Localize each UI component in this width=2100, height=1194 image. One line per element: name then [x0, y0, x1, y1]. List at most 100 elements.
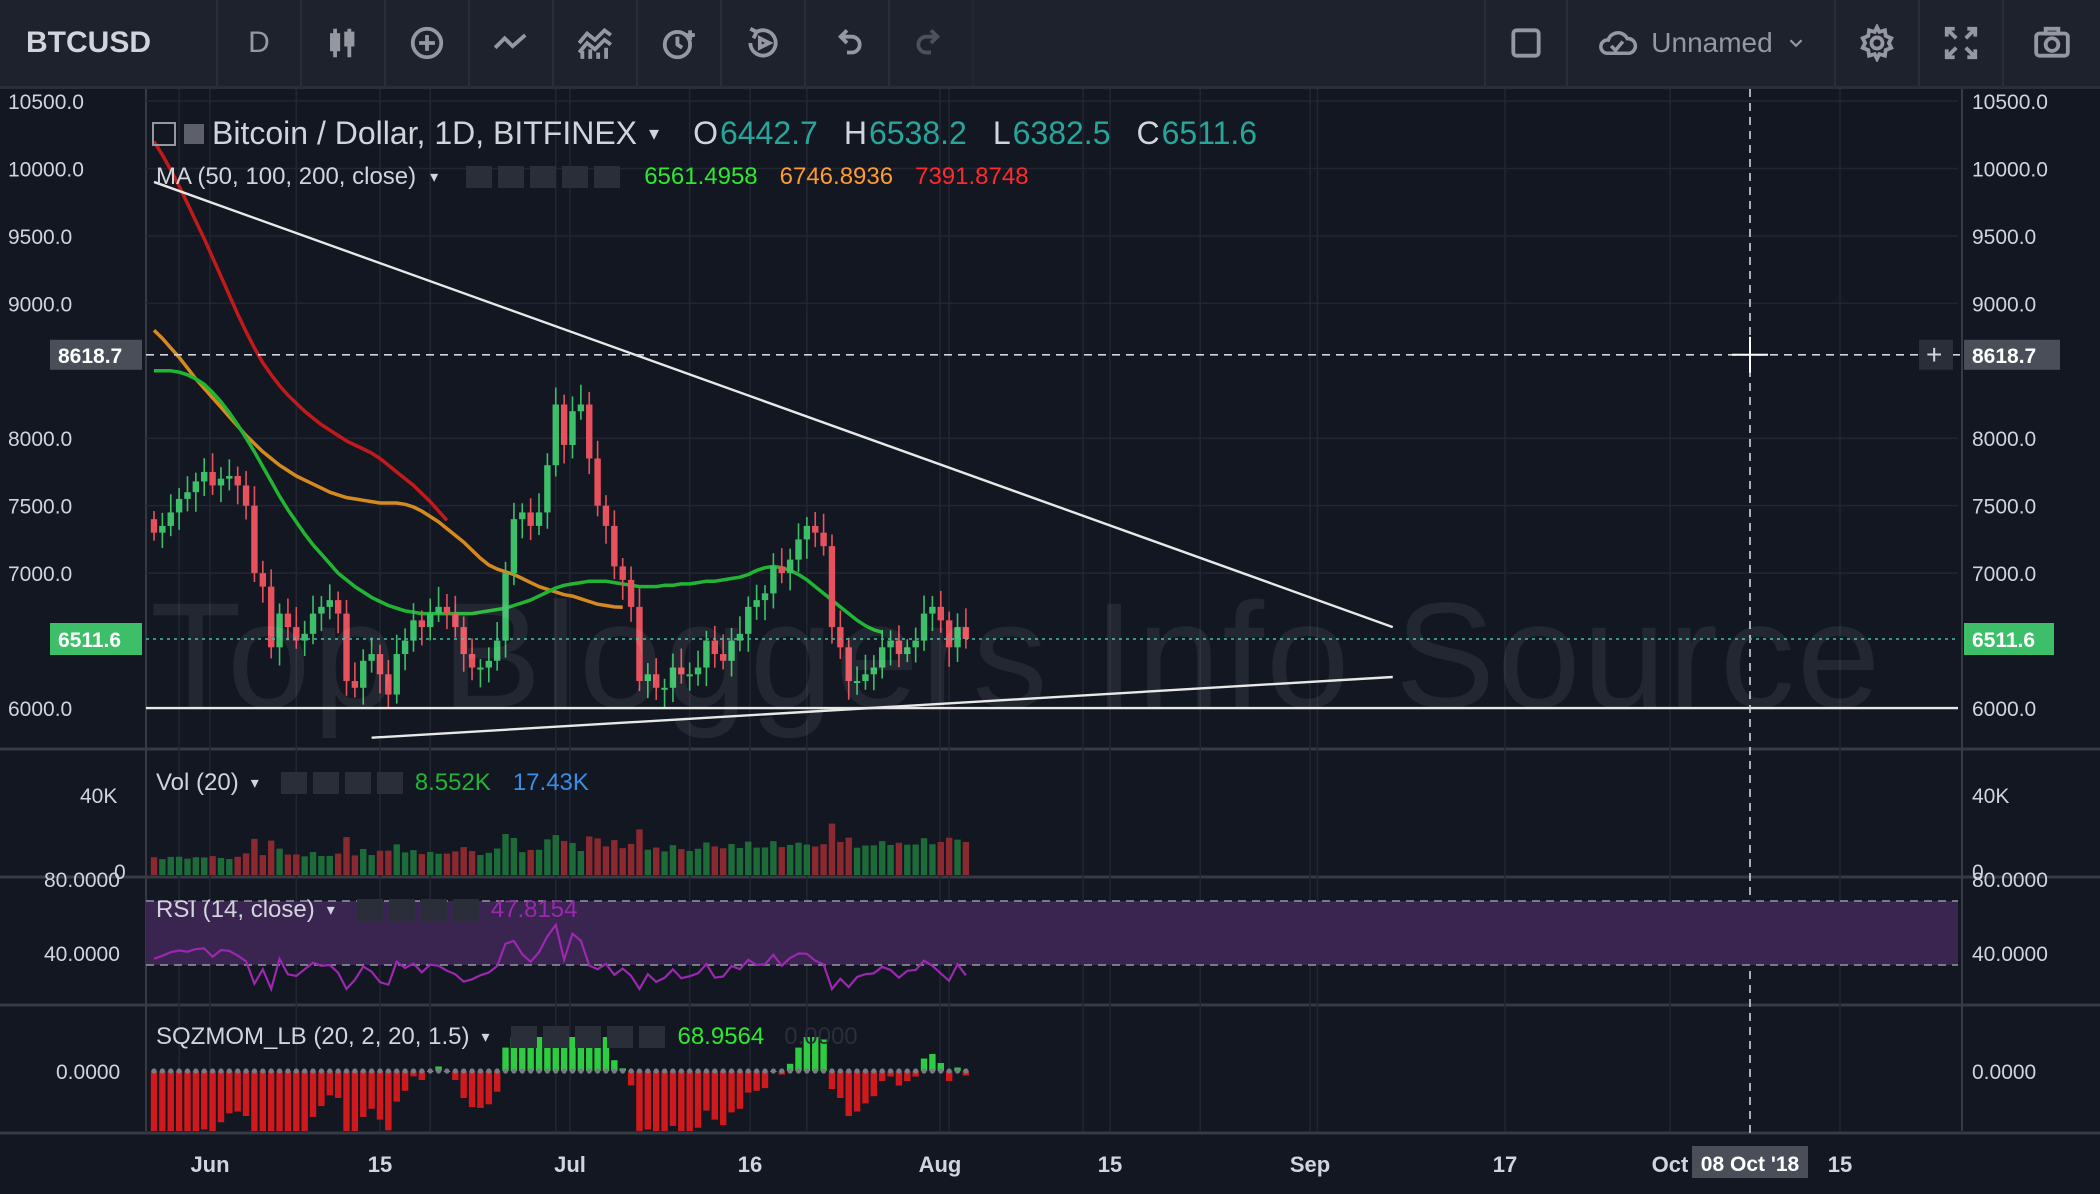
squeeze-dot — [201, 1068, 207, 1074]
symbol-search-button[interactable]: BTCUSD — [0, 0, 218, 86]
close-icon[interactable] — [639, 1026, 666, 1048]
squeeze-dot — [159, 1068, 165, 1074]
candle-body — [201, 471, 208, 482]
eye-icon[interactable] — [466, 166, 493, 188]
candle-body — [552, 404, 559, 466]
candle-body — [468, 654, 476, 668]
layout-menu-button[interactable]: Unnamed — [1568, 0, 1836, 86]
plus-icon[interactable] — [344, 772, 371, 794]
volume-bar — [393, 844, 400, 875]
ma-label[interactable]: MA (50, 100, 200, close) — [156, 163, 417, 190]
undo-icon[interactable] — [806, 0, 890, 86]
volume-label[interactable]: Vol (20) — [156, 769, 239, 796]
candle-body — [594, 458, 601, 506]
close-icon[interactable] — [594, 166, 621, 188]
source-icon[interactable] — [530, 166, 557, 188]
legend-high-value: 6538.2 — [868, 115, 967, 151]
compare-icon[interactable] — [470, 0, 554, 86]
candle-body — [209, 471, 216, 486]
squeeze-dot — [603, 1068, 609, 1074]
volume-bar — [586, 836, 593, 875]
add-indicator-icon[interactable] — [386, 0, 470, 86]
plus-icon[interactable] — [607, 1026, 634, 1048]
squeeze-bar — [535, 1037, 543, 1071]
squeeze-bar — [217, 1071, 225, 1123]
settings-icon[interactable] — [1836, 0, 1920, 86]
sqz-legend: SQZMOM_LB (20, 2, 20, 1.5) ▾ 68.9564 0.0… — [156, 1023, 858, 1051]
gear-icon[interactable] — [498, 166, 525, 188]
squeeze-bar — [686, 1071, 693, 1131]
crosshair-price-label-left-bg — [50, 339, 142, 370]
rsi-label[interactable]: RSI (14, close) — [156, 896, 315, 923]
rsi-menu-chevron-icon[interactable]: ▾ — [326, 902, 335, 919]
candle-body — [410, 620, 417, 641]
gear-icon[interactable] — [388, 899, 415, 921]
volume-bar — [502, 834, 509, 875]
volume-bar — [477, 855, 484, 875]
volume-bar — [259, 855, 267, 875]
plus-icon[interactable] — [562, 166, 589, 188]
sqz-menu-chevron-icon[interactable]: ▾ — [481, 1029, 490, 1046]
collapse-icon[interactable] — [152, 121, 176, 146]
gear-icon[interactable] — [543, 1026, 570, 1048]
squeeze-dot — [377, 1068, 383, 1074]
close-icon[interactable] — [452, 899, 479, 921]
price-chart-svg[interactable]: 10500.0 10500.0 10000.0 10000.0 9500.0 9500.0… — [0, 89, 2100, 1194]
eye-icon[interactable] — [511, 1026, 538, 1048]
squeeze-bar — [920, 1058, 928, 1071]
volume-menu-chevron-icon[interactable]: ▾ — [250, 775, 259, 792]
squeeze-bar — [175, 1071, 183, 1131]
fullscreen-box-icon[interactable] — [1484, 0, 1568, 86]
squeeze-dot — [946, 1068, 952, 1074]
eye-icon[interactable] — [280, 772, 307, 794]
sqz-label[interactable]: SQZMOM_LB (20, 2, 20, 1.5) — [156, 1023, 470, 1050]
squeeze-dot — [327, 1068, 333, 1074]
squeeze-bar — [661, 1071, 668, 1131]
legend-title[interactable]: Bitcoin / Dollar, 1D, BITFINEX — [212, 115, 638, 151]
chart-area[interactable]: 10500.0 10500.0 10000.0 10000.0 9500.0 9500.0… — [0, 89, 2100, 1194]
redo-icon[interactable] — [890, 0, 974, 86]
indicators-icon[interactable] — [554, 0, 638, 86]
alert-icon[interactable] — [638, 0, 722, 86]
candle-body — [778, 566, 785, 574]
volume-bar — [460, 847, 467, 875]
camera-icon[interactable] — [2004, 0, 2100, 86]
squeeze-bar — [828, 1071, 836, 1089]
price-tick-label-left: 6000.0 — [8, 698, 72, 721]
legend-menu-chevron-icon[interactable]: ▾ — [649, 123, 660, 145]
gear-icon[interactable] — [312, 772, 339, 794]
squeeze-dot — [879, 1068, 885, 1074]
fullscreen-icon[interactable] — [1920, 0, 2004, 86]
ma-menu-chevron-icon[interactable]: ▾ — [430, 169, 439, 186]
squeeze-dot — [569, 1068, 576, 1074]
time-tick-label: 17 — [1493, 1152, 1517, 1177]
squeeze-dot — [653, 1068, 659, 1074]
volume-bar — [217, 857, 225, 875]
interval-button[interactable]: D — [218, 0, 302, 86]
close-icon[interactable] — [376, 772, 403, 794]
price-tick-label-left: 7500.0 — [8, 496, 72, 519]
squeeze-bar — [401, 1071, 409, 1091]
rsi-tick-label: 40.0000 — [1972, 943, 2048, 966]
squeeze-bar — [192, 1071, 200, 1131]
candle-body — [385, 674, 392, 695]
squeeze-bar — [711, 1071, 718, 1120]
eye-icon[interactable] — [356, 899, 383, 921]
candle-body — [309, 613, 317, 634]
source-icon[interactable] — [420, 899, 447, 921]
volume-bar — [644, 849, 652, 875]
ma200-value: 7391.8748 — [915, 163, 1029, 190]
squeeze-dot — [502, 1068, 509, 1074]
squeeze-bar — [736, 1071, 744, 1109]
squeeze-dot — [954, 1068, 961, 1074]
time-tick-label: Jul — [554, 1152, 586, 1177]
candles-icon[interactable] — [302, 0, 386, 86]
candle-body — [694, 667, 702, 675]
source-icon[interactable] — [575, 1026, 602, 1048]
squeeze-bar — [510, 1037, 518, 1071]
squeeze-bar — [150, 1071, 158, 1131]
sqz-value-2: 0.0000 — [784, 1023, 858, 1050]
replay-icon[interactable] — [722, 0, 806, 86]
squeeze-bar — [803, 1037, 811, 1071]
price-tick-label-left: 10500.0 — [8, 91, 84, 114]
